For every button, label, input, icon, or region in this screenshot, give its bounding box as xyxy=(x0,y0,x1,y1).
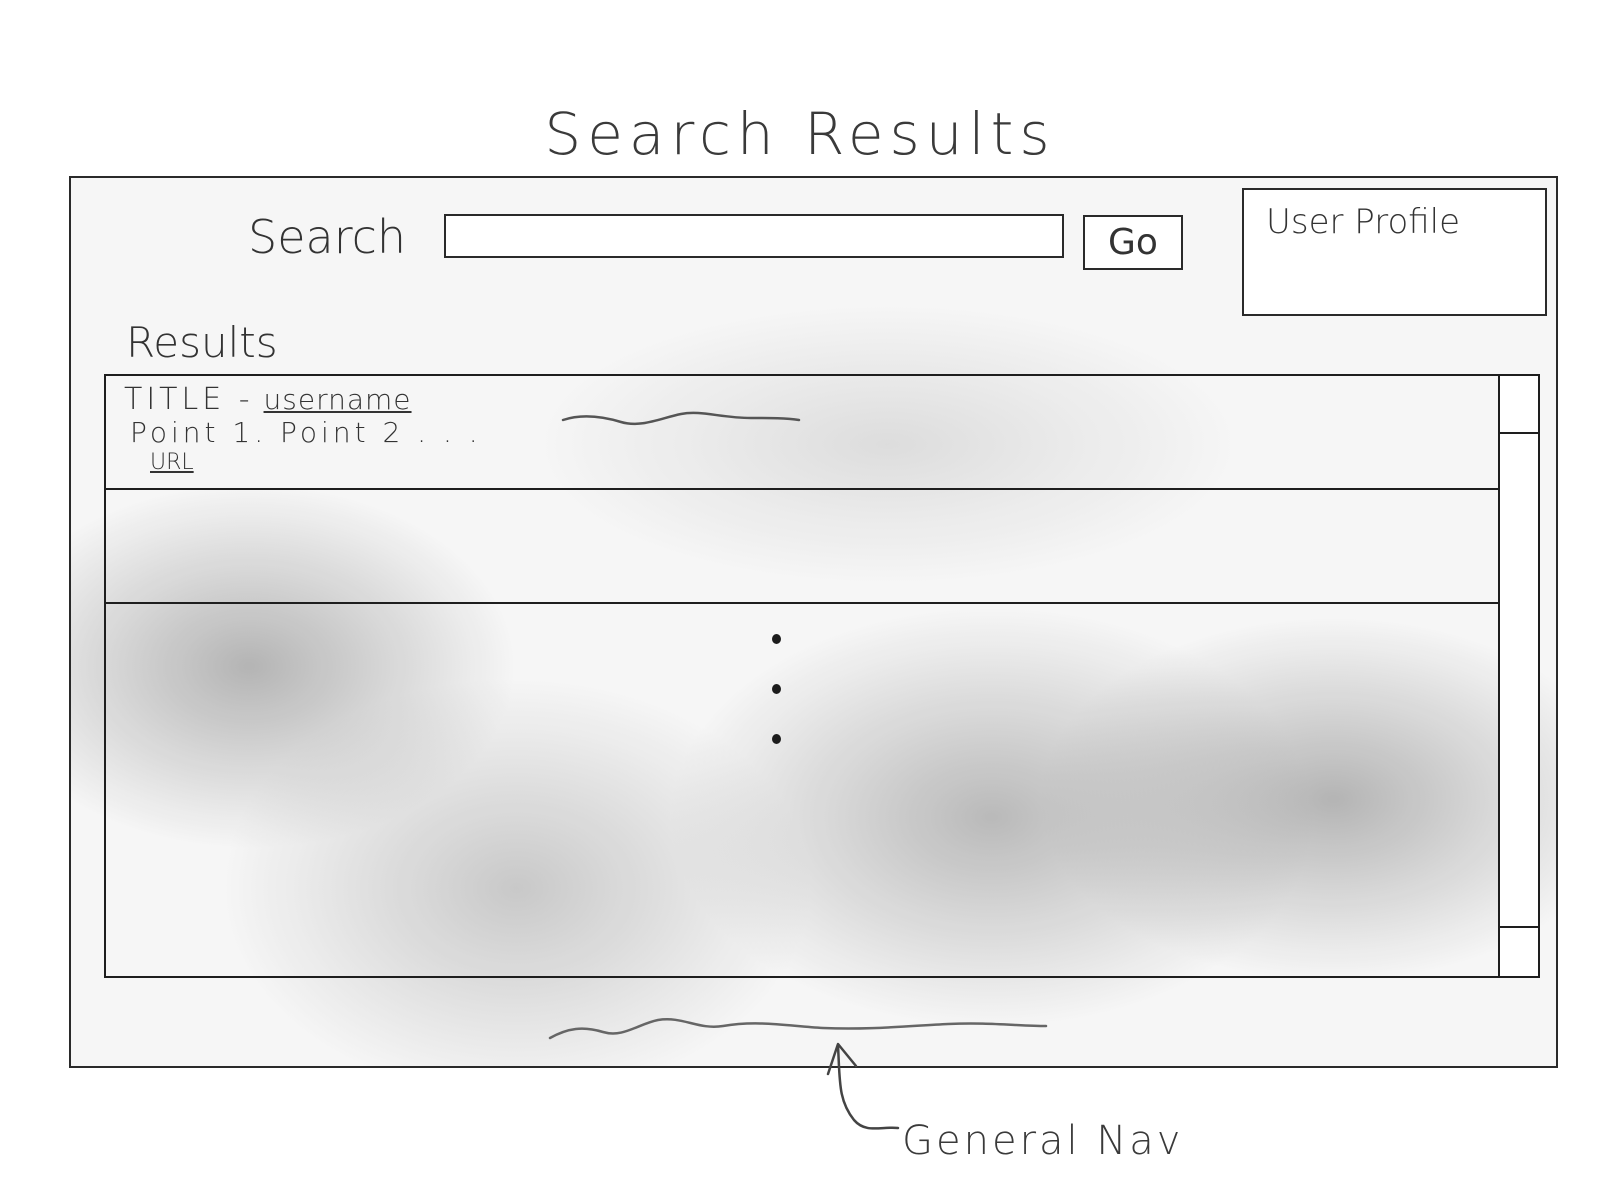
ellipsis-dot xyxy=(772,634,781,644)
results-label: Results xyxy=(126,318,278,367)
ellipsis-dot xyxy=(772,684,781,694)
result-title-line: TITLE - username xyxy=(124,382,412,417)
scroll-down-button[interactable] xyxy=(1500,926,1538,976)
arrow-up-icon xyxy=(826,1042,900,1130)
user-profile-label: User Profile xyxy=(1266,202,1461,242)
results-list: TITLE - username Point 1. Point 2 . . . U… xyxy=(104,374,1540,978)
search-input[interactable] xyxy=(444,214,1064,258)
page-title: Search Results xyxy=(544,100,1056,168)
result-item[interactable] xyxy=(106,490,1502,604)
result-item[interactable]: TITLE - username Point 1. Point 2 . . . U… xyxy=(106,376,1502,490)
results-scrollbar[interactable] xyxy=(1498,376,1538,976)
general-nav-annotation: General Nav xyxy=(902,1118,1184,1164)
browser-frame xyxy=(69,176,1558,1068)
result-snippet: Point 1. Point 2 . . . xyxy=(130,416,482,449)
result-username-link[interactable]: username xyxy=(263,383,412,416)
result-title: TITLE - xyxy=(124,382,254,417)
ellipsis-dot xyxy=(772,734,781,744)
scroll-up-button[interactable] xyxy=(1500,376,1538,434)
go-button[interactable]: Go xyxy=(1083,215,1183,270)
result-url-link[interactable]: URL xyxy=(150,450,194,475)
user-profile-box[interactable]: User Profile xyxy=(1242,188,1547,316)
vertical-ellipsis-icon xyxy=(766,634,786,764)
general-nav-squiggle[interactable] xyxy=(548,1010,1048,1050)
search-label: Search xyxy=(248,210,407,264)
snippet-squiggle xyxy=(561,411,801,426)
